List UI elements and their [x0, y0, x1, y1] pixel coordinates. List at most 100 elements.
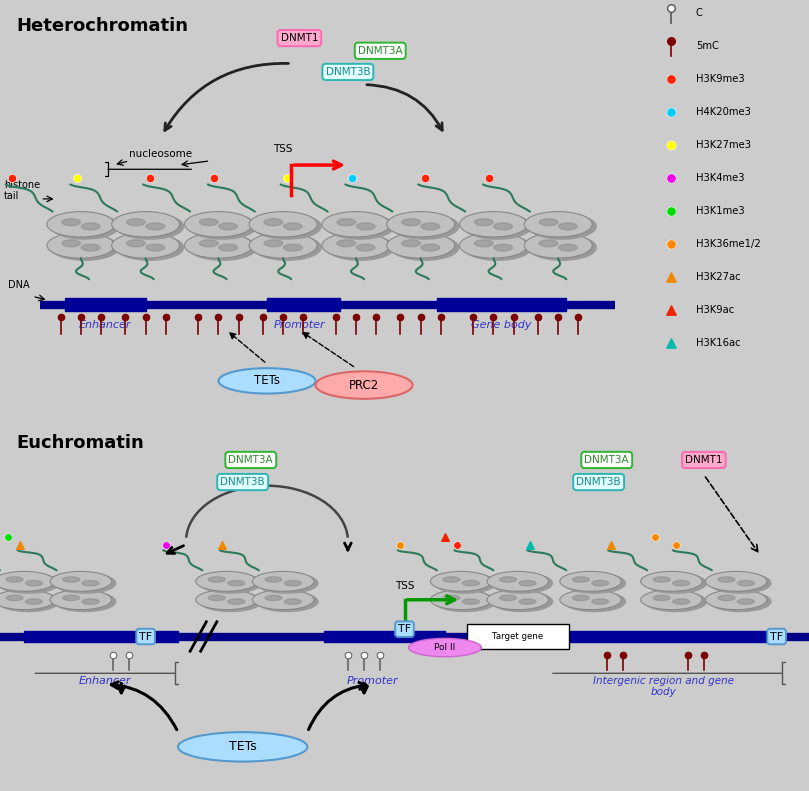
Text: H3K4me3: H3K4me3	[696, 172, 744, 183]
Ellipse shape	[146, 223, 165, 230]
Ellipse shape	[709, 592, 771, 611]
Ellipse shape	[47, 233, 115, 258]
Ellipse shape	[184, 211, 252, 237]
Ellipse shape	[218, 244, 238, 251]
Ellipse shape	[264, 218, 283, 225]
Point	[2, 531, 15, 543]
Ellipse shape	[51, 214, 119, 239]
Ellipse shape	[524, 211, 592, 237]
Point	[616, 649, 629, 661]
Ellipse shape	[401, 218, 421, 225]
Ellipse shape	[316, 371, 413, 399]
Ellipse shape	[539, 218, 558, 225]
Text: Gene body: Gene body	[472, 320, 532, 330]
Ellipse shape	[337, 240, 356, 247]
Ellipse shape	[200, 573, 261, 593]
Ellipse shape	[283, 223, 303, 230]
Point	[414, 311, 427, 324]
Text: DNMT3B: DNMT3B	[576, 477, 621, 487]
Point	[467, 311, 480, 324]
Point	[487, 311, 500, 324]
Ellipse shape	[401, 240, 421, 247]
Point	[107, 649, 120, 661]
Ellipse shape	[474, 218, 493, 225]
Ellipse shape	[474, 240, 493, 247]
Point	[216, 538, 229, 551]
Ellipse shape	[464, 214, 532, 239]
Ellipse shape	[573, 577, 589, 582]
Ellipse shape	[460, 233, 527, 258]
Text: DNMT3A: DNMT3A	[584, 455, 629, 465]
Ellipse shape	[500, 595, 516, 600]
Ellipse shape	[26, 581, 42, 586]
Point	[434, 311, 447, 324]
Point	[159, 311, 172, 324]
Ellipse shape	[560, 590, 621, 610]
Ellipse shape	[61, 218, 81, 225]
Point	[572, 311, 585, 324]
Ellipse shape	[560, 571, 621, 592]
Ellipse shape	[188, 214, 256, 239]
Point	[212, 311, 225, 324]
Point	[665, 172, 678, 184]
Point	[483, 172, 496, 184]
Ellipse shape	[421, 223, 440, 230]
Ellipse shape	[199, 240, 218, 247]
Ellipse shape	[253, 235, 321, 260]
Ellipse shape	[63, 577, 79, 582]
Ellipse shape	[409, 638, 481, 657]
Ellipse shape	[491, 592, 553, 611]
Text: H3K9me3: H3K9me3	[696, 74, 744, 84]
Ellipse shape	[0, 590, 55, 610]
Ellipse shape	[463, 581, 479, 586]
Point	[394, 538, 407, 551]
Ellipse shape	[493, 244, 513, 251]
Text: TETs: TETs	[254, 374, 280, 388]
Text: nucleosome: nucleosome	[129, 149, 193, 158]
Point	[281, 172, 294, 184]
Ellipse shape	[0, 571, 55, 592]
Ellipse shape	[81, 223, 100, 230]
Text: histone
tail: histone tail	[4, 180, 40, 201]
Text: 5mC: 5mC	[696, 40, 718, 51]
Ellipse shape	[524, 233, 592, 258]
Point	[70, 172, 83, 184]
Point	[6, 172, 19, 184]
Ellipse shape	[0, 573, 59, 593]
Ellipse shape	[491, 573, 553, 593]
Ellipse shape	[487, 571, 549, 592]
Ellipse shape	[184, 233, 252, 258]
Ellipse shape	[421, 244, 440, 251]
Point	[123, 649, 136, 661]
Ellipse shape	[112, 233, 180, 258]
Ellipse shape	[61, 240, 81, 247]
Point	[681, 649, 694, 661]
Ellipse shape	[645, 592, 706, 611]
Ellipse shape	[592, 599, 608, 604]
Point	[374, 649, 387, 661]
Point	[604, 538, 617, 551]
Point	[208, 172, 221, 184]
Ellipse shape	[228, 581, 244, 586]
Ellipse shape	[322, 233, 390, 258]
Point	[451, 538, 464, 551]
Point	[669, 538, 682, 551]
Text: H3K27ac: H3K27ac	[696, 272, 740, 282]
Ellipse shape	[188, 235, 256, 260]
Point	[665, 304, 678, 316]
Ellipse shape	[460, 211, 527, 237]
Ellipse shape	[50, 590, 112, 610]
Point	[54, 311, 67, 324]
Ellipse shape	[337, 218, 356, 225]
Text: Target gene: Target gene	[492, 632, 544, 641]
Point	[256, 311, 269, 324]
Point	[394, 311, 407, 324]
Point	[665, 138, 678, 151]
Ellipse shape	[196, 571, 257, 592]
Ellipse shape	[322, 211, 390, 237]
Ellipse shape	[26, 599, 42, 604]
Ellipse shape	[265, 595, 282, 600]
Ellipse shape	[573, 595, 589, 600]
Ellipse shape	[83, 581, 99, 586]
Point	[341, 649, 354, 661]
